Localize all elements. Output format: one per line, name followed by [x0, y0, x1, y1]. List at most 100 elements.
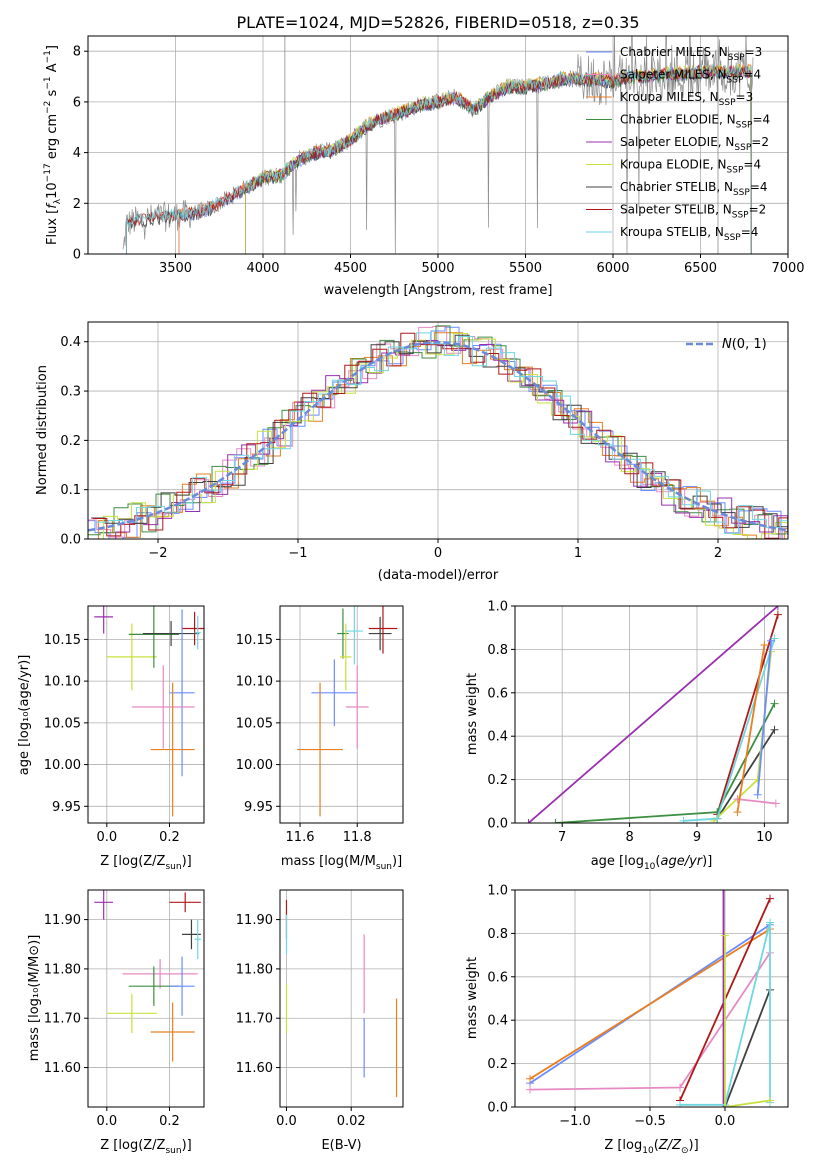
x-tick-label: 1 — [574, 546, 582, 561]
x-tick-label: 0 — [434, 546, 442, 561]
y-tick-label: 1.0 — [487, 600, 508, 615]
axes-frame — [514, 889, 789, 1108]
y-tick-label: 0.8 — [487, 643, 508, 658]
x-tick-label: 5000 — [421, 261, 454, 276]
chart-title: PLATE=1024, MJD=52826, FIBERID=0518, z=0… — [236, 13, 639, 32]
x-tick-label: 6000 — [596, 261, 629, 276]
histogram-line — [88, 325, 788, 536]
plus-marker — [753, 790, 762, 799]
x-tick-label: 0.02 — [337, 1114, 366, 1129]
y-tick-label: 10.00 — [236, 758, 273, 773]
y-tick-label: 11.90 — [44, 913, 81, 928]
plus-marker — [721, 1103, 729, 1107]
axes-frame — [87, 889, 205, 1108]
x-tick-label: 3500 — [159, 261, 192, 276]
plot-area — [285, 899, 398, 1098]
plus-marker — [733, 808, 742, 817]
mass-weight-line — [716, 614, 779, 815]
plus-marker — [773, 610, 782, 619]
plus-marker — [551, 819, 560, 823]
model-series-line — [126, 63, 752, 254]
legend-label: N(0, 1) — [722, 337, 767, 352]
y-tick-label: 9.95 — [52, 800, 81, 815]
mass-weight-line — [529, 928, 771, 1080]
y-tick-label: 8 — [73, 45, 81, 60]
mass-weight-line — [680, 922, 771, 1106]
plus-marker — [719, 890, 728, 894]
y-tick-label: 10.10 — [236, 675, 273, 690]
chart-mass_vs_ebv: 0.0 0.02 11.60 11.70 11.80 11.90 E(B-V) — [236, 889, 404, 1153]
y-axis-label: mass weight — [465, 957, 480, 1039]
y-tick-label: 0.8 — [487, 927, 508, 942]
y-tick-label: 0.2 — [60, 434, 81, 449]
x-tick-label: 0.0 — [715, 1114, 736, 1129]
x-tick-label: 6500 — [684, 261, 717, 276]
legend-label: Chabrier MILES, NSSP=3 — [620, 45, 762, 63]
x-tick-label: 4000 — [246, 261, 279, 276]
y-tick-label: 11.80 — [44, 962, 81, 977]
plot-area — [524, 606, 782, 823]
plus-marker — [766, 918, 774, 927]
plus-marker — [770, 699, 779, 708]
y-tick-label: 0.6 — [487, 970, 508, 985]
histogram-line — [91, 334, 788, 528]
x-tick-label: 5500 — [509, 261, 542, 276]
x-tick-label: 7 — [558, 830, 566, 845]
x-axis-label: E(B-V) — [321, 1138, 361, 1153]
plus-marker — [766, 894, 774, 903]
x-tick-label: 0.2 — [159, 1114, 180, 1129]
plus-marker — [676, 1083, 684, 1092]
y-tick-label: 10.00 — [44, 758, 81, 773]
legend-label: Salpeter ELODIE, NSSP=2 — [620, 135, 769, 153]
y-axis-label: mass weight — [465, 673, 480, 755]
chart-age_vs_Z: 0.0 0.2 9.95 10.00 10.05 10.10 10.15 Z [log(Z/Z… — [17, 605, 205, 872]
plus-marker — [773, 606, 782, 610]
legend-label: Chabrier ELODIE, NSSP=4 — [620, 113, 770, 131]
axes-frame — [279, 605, 404, 824]
x-tick-label: 11.8 — [343, 830, 372, 845]
y-tick-label: 0.0 — [487, 1101, 508, 1116]
plot-area — [94, 606, 204, 817]
axes-frame — [279, 889, 404, 1108]
y-tick-label: 10.15 — [44, 633, 81, 648]
mass-weight-line — [736, 644, 766, 813]
legend-label: Chabrier STELIB, NSSP=4 — [620, 180, 768, 198]
mass-weight-line — [724, 935, 771, 1107]
y-tick-label: 0.0 — [487, 817, 508, 832]
y-tick-label: 0 — [73, 248, 81, 263]
plot-area — [297, 606, 398, 817]
model-series-line — [126, 64, 752, 254]
axes-frame — [514, 605, 789, 824]
x-tick-label: 0.0 — [96, 830, 117, 845]
plus-marker — [770, 725, 779, 734]
y-tick-label: 0.4 — [60, 335, 81, 350]
x-tick-label: 11.6 — [286, 830, 315, 845]
histogram-line — [88, 332, 788, 539]
plot-area — [88, 325, 788, 539]
x-axis-label: Z [log(Z/Zsun)] — [100, 854, 191, 872]
x-axis-label: mass [log(M/Msun)] — [281, 854, 402, 872]
plot-area — [94, 890, 201, 1062]
plus-marker — [524, 819, 533, 823]
mass-weight-line — [737, 798, 777, 805]
axes-frame — [87, 605, 205, 824]
y-tick-label: 11.60 — [236, 1061, 273, 1076]
plus-marker — [753, 775, 762, 784]
y-tick-label: 1.0 — [487, 884, 508, 899]
x-tick-label: 0.0 — [276, 1114, 297, 1129]
y-tick-label: 10.05 — [236, 716, 273, 731]
y-tick-label: 11.70 — [236, 1012, 273, 1027]
plus-marker — [766, 1096, 774, 1105]
y-tick-label: 11.70 — [44, 1012, 81, 1027]
mass-weight-line — [724, 989, 771, 1107]
plus-marker — [767, 636, 776, 645]
plot-area — [122, 36, 754, 254]
legend-label: Salpeter STELIB, NSSP=2 — [620, 203, 766, 221]
x-tick-label: 7000 — [771, 261, 804, 276]
x-tick-label: 8 — [625, 830, 633, 845]
y-tick-label: 9.95 — [244, 800, 273, 815]
legend-label: Kroupa STELIB, NSSP=4 — [620, 225, 758, 243]
histogram-line — [88, 340, 788, 539]
y-axis-label: mass [log₁₀(M/M⊙)] — [27, 935, 42, 1062]
